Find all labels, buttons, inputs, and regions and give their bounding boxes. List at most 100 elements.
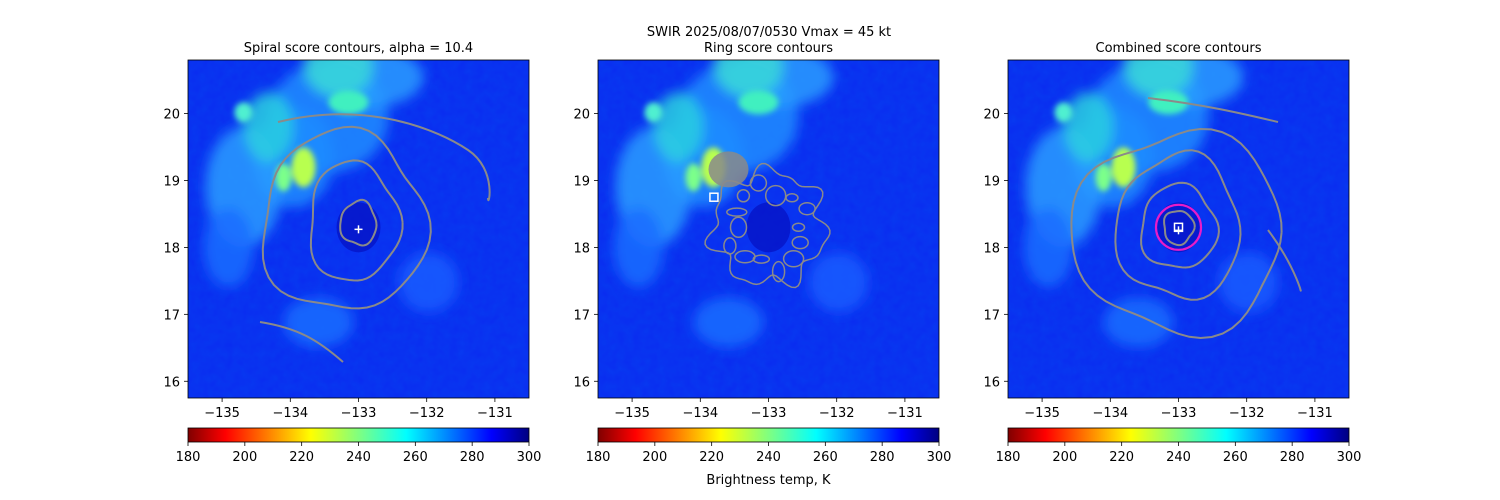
colorbar-tick-label: 220 xyxy=(1109,450,1134,465)
colorbar-tick-label: 280 xyxy=(870,450,895,465)
colorbar: 180 200 220 240 260 280 300 xyxy=(996,427,1362,465)
x-tick-label: −135 xyxy=(614,406,650,421)
contour-line xyxy=(749,174,768,192)
x-tick-label: −135 xyxy=(204,406,240,421)
contour-line xyxy=(734,250,756,264)
colorbar-tick-label: 200 xyxy=(232,450,257,465)
colorbar-gradient xyxy=(1007,427,1350,443)
colorbar-tick-label: 300 xyxy=(1337,450,1362,465)
cold-core xyxy=(738,90,779,115)
center-marker xyxy=(1173,222,1184,235)
contour-line xyxy=(1140,181,1220,269)
cloud-field xyxy=(203,60,459,348)
x-tick-label: −134 xyxy=(1092,406,1128,421)
cloud-field xyxy=(613,60,869,348)
x-tick-label: −132 xyxy=(819,406,855,421)
contour-line xyxy=(771,260,786,283)
colorbar-tick-label: 240 xyxy=(346,450,371,465)
x-tick-label: −135 xyxy=(1024,406,1060,421)
contour-line xyxy=(339,198,378,247)
cloud-band xyxy=(713,60,784,98)
x-tick-label: −133 xyxy=(1161,406,1197,421)
cold-core xyxy=(328,90,369,115)
score-contours xyxy=(1070,97,1302,340)
y-tick-label: 20 xyxy=(573,108,590,123)
cloud-band xyxy=(693,297,764,348)
contour-line xyxy=(261,125,432,310)
satellite-image xyxy=(1008,60,1349,398)
contour-line xyxy=(729,216,748,239)
y-tick-label: 16 xyxy=(573,375,590,390)
colorbar-tick-label: 200 xyxy=(1052,450,1077,465)
contour-line xyxy=(1147,97,1279,123)
contour-line xyxy=(1163,209,1196,247)
contour-line xyxy=(309,159,404,282)
y-tick-label: 18 xyxy=(573,241,590,256)
y-tick-label: 16 xyxy=(163,375,180,390)
cloud-band xyxy=(1123,60,1194,98)
contour-line xyxy=(726,207,748,217)
x-tick-label: −131 xyxy=(477,406,513,421)
contour-line xyxy=(1267,229,1302,292)
cloud-band xyxy=(1023,207,1074,288)
colorbar-tick-label: 260 xyxy=(813,450,838,465)
cloud-band xyxy=(398,252,459,313)
panel-title: Ring score contours xyxy=(704,41,833,56)
colorbar-tick-label: 300 xyxy=(927,450,952,465)
panel-title: Spiral score contours, alpha = 10.4 xyxy=(244,41,473,56)
figure-suptitle: SWIR 2025/08/07/0530 Vmax = 45 kt xyxy=(647,25,891,40)
cloud-band xyxy=(203,207,254,288)
cloud-band xyxy=(243,92,294,163)
cloud-band xyxy=(653,92,704,163)
colorbar-gradient xyxy=(597,427,940,443)
x-tick-label: −133 xyxy=(751,406,787,421)
cold-core xyxy=(234,102,253,123)
center-ring xyxy=(1154,203,1203,251)
colorbar-tick-label: 200 xyxy=(642,450,667,465)
x-tick-label: −132 xyxy=(409,406,445,421)
y-tick-label: 20 xyxy=(983,108,1000,123)
y-tick-label: 20 xyxy=(163,108,180,123)
panel-1: Spiral score contours, alpha = 10.4 −135 −… xyxy=(163,41,542,465)
x-tick-label: −133 xyxy=(341,406,377,421)
x-tick-label: −134 xyxy=(272,406,308,421)
y-tick-label: 16 xyxy=(983,375,1000,390)
contour-line xyxy=(723,237,737,255)
contour-fill xyxy=(708,151,749,188)
y-tick-label: 17 xyxy=(573,308,590,323)
colorbar-tick-label: 220 xyxy=(289,450,314,465)
colorbar-tick-label: 180 xyxy=(996,450,1021,465)
cloud-band xyxy=(808,252,869,313)
satellite-image xyxy=(188,60,529,398)
contour-line xyxy=(704,162,831,289)
colorbar: 180 200 220 240 260 280 300 Brightness temp, K xyxy=(586,427,952,488)
colorbar-tick-label: 220 xyxy=(699,450,724,465)
contour-line xyxy=(1114,149,1242,301)
x-tick-label: −131 xyxy=(1297,406,1333,421)
colorbar-tick-label: 240 xyxy=(1166,450,1191,465)
y-tick-label: 19 xyxy=(163,174,180,189)
score-contours xyxy=(704,151,831,289)
colorbar-tick-label: 260 xyxy=(1223,450,1248,465)
colorbar-tick-label: 180 xyxy=(176,450,201,465)
y-tick-label: 17 xyxy=(983,308,1000,323)
cold-core xyxy=(1095,163,1112,192)
panel-2: Ring score contours −135 −134 −133 −132 −131 1… xyxy=(573,41,952,488)
cold-core xyxy=(685,163,702,192)
satellite-image xyxy=(598,60,939,398)
colorbar-tick-label: 300 xyxy=(517,450,542,465)
cold-cloud-cores xyxy=(234,90,369,192)
cloud-band xyxy=(613,207,664,288)
eye-region xyxy=(746,202,791,253)
contour-line xyxy=(785,193,799,203)
contour-line xyxy=(736,189,751,203)
contour-line xyxy=(752,254,771,264)
cloud-band xyxy=(1103,297,1174,348)
cold-core xyxy=(275,163,292,192)
colorbar-gradient xyxy=(187,427,530,443)
contour-line xyxy=(791,235,809,250)
cold-core xyxy=(291,147,316,188)
cloud-band xyxy=(283,297,354,348)
contour-line xyxy=(782,250,805,268)
